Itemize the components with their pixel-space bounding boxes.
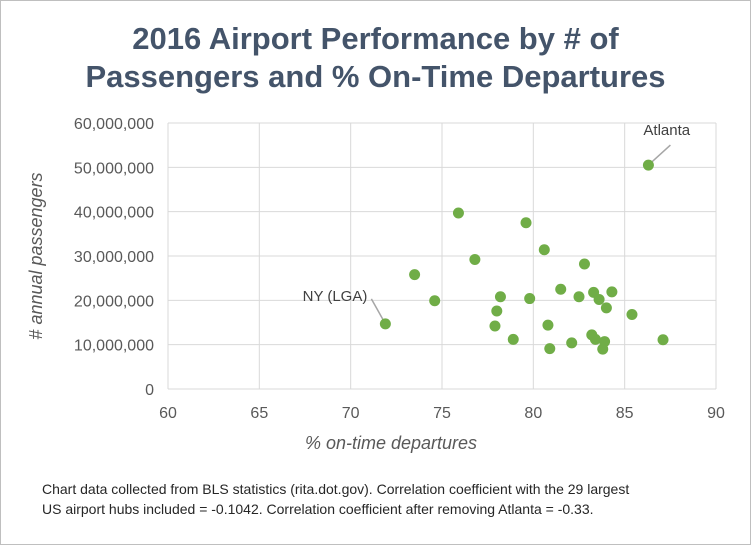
data-point — [606, 286, 618, 298]
data-point — [599, 336, 611, 348]
data-point — [578, 258, 590, 270]
y-axis-label: # annual passengers — [26, 172, 46, 339]
data-point — [452, 207, 464, 219]
data-point — [469, 254, 481, 266]
y-tick-label: 10,000,000 — [74, 338, 154, 355]
y-tick-label: 60,000,000 — [74, 116, 154, 133]
x-axis-label: % on-time departures — [305, 433, 477, 453]
y-tick-label: 0 — [145, 382, 154, 399]
data-point-labeled — [379, 318, 391, 330]
data-point — [494, 291, 506, 303]
x-tick-label: 65 — [250, 405, 268, 422]
y-tick-label: 30,000,000 — [74, 249, 154, 266]
chart-title-line-2: Passengers and % On-Time Departures — [85, 59, 666, 94]
data-point — [507, 333, 519, 345]
data-point — [626, 309, 638, 321]
data-point — [573, 291, 585, 303]
data-points — [379, 159, 669, 355]
data-point — [544, 343, 556, 355]
data-point — [566, 337, 578, 349]
data-point — [491, 305, 503, 317]
data-point — [657, 334, 669, 346]
x-tick-label: 90 — [707, 405, 725, 422]
tick-labels: 0 10,000,000 20,000,000 30,000,000 40,000,00… — [74, 116, 725, 422]
x-tick-label: 80 — [524, 405, 542, 422]
data-point — [538, 244, 550, 256]
data-point — [524, 293, 536, 305]
y-tick-label: 20,000,000 — [74, 293, 154, 310]
data-point — [429, 295, 441, 307]
x-tick-label: 70 — [342, 405, 360, 422]
x-tick-label: 85 — [616, 405, 634, 422]
data-point — [542, 319, 554, 331]
data-point — [593, 293, 605, 305]
callout-label: Atlanta — [643, 122, 690, 139]
data-point — [555, 283, 567, 295]
data-point-labeled — [642, 159, 654, 171]
chart-caption: Chart data collected from BLS statistics… — [42, 479, 742, 519]
data-point — [520, 217, 532, 229]
y-tick-label: 40,000,000 — [74, 205, 154, 222]
y-tick-label: 50,000,000 — [74, 160, 154, 177]
data-point — [489, 320, 501, 332]
chart-title-line-1: 2016 Airport Performance by # of — [132, 21, 619, 56]
x-tick-label: 75 — [433, 405, 451, 422]
caption-line-2: US airport hubs included = -0.1042. Corr… — [42, 501, 594, 517]
chart-title: 2016 Airport Performance by # of Passeng… — [0, 20, 751, 96]
data-point — [589, 333, 601, 345]
data-point — [600, 302, 612, 314]
gridlines — [167, 122, 717, 390]
x-tick-label: 60 — [159, 405, 177, 422]
data-point — [409, 269, 421, 281]
caption-line-1: Chart data collected from BLS statistics… — [42, 481, 630, 497]
callout-label: NY (LGA) — [303, 288, 368, 305]
